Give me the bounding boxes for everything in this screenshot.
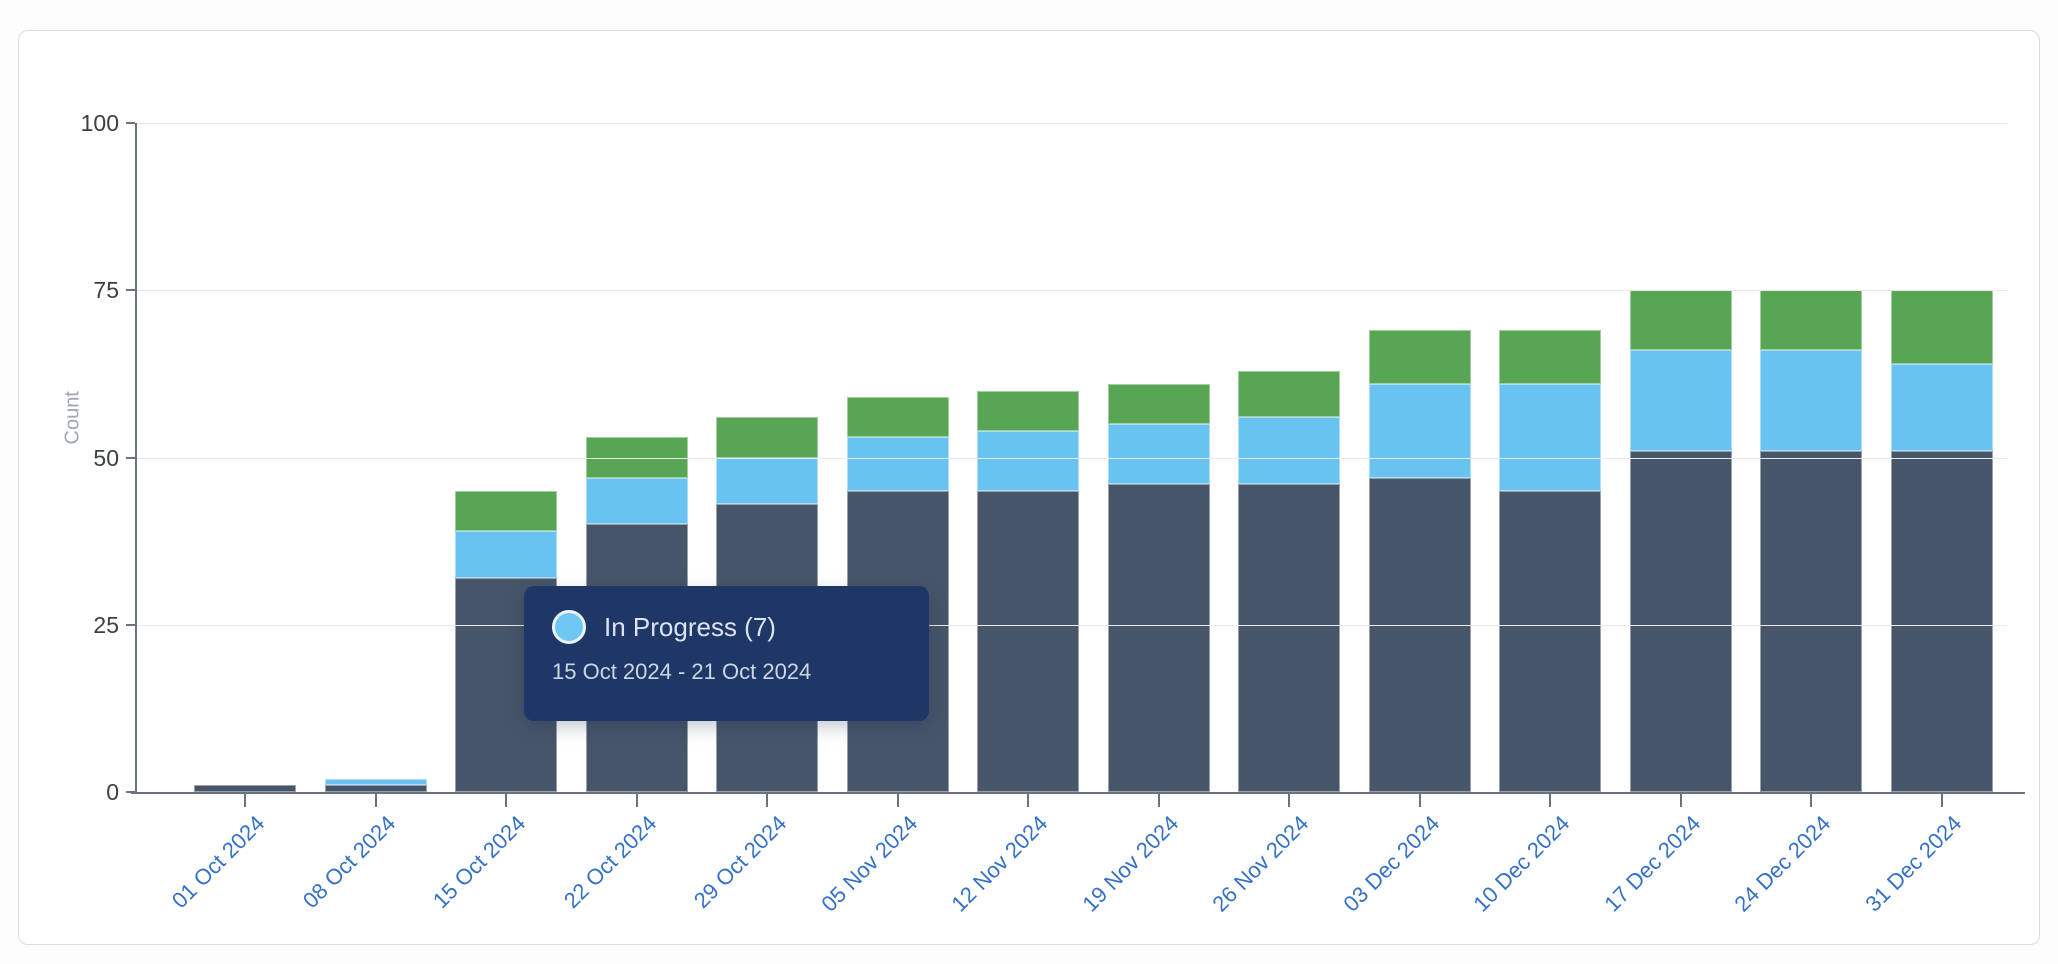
x-axis-line xyxy=(131,792,2025,794)
bar-31-dec-2024[interactable] xyxy=(1890,290,1993,792)
x-tick-0 xyxy=(244,794,246,807)
tooltip-title: In Progress (7) xyxy=(604,611,776,642)
x-tick-label-0: 01 Oct 2024 xyxy=(166,810,270,914)
bar-segment-top-green[interactable] xyxy=(846,397,949,438)
bar-segment-middle-blue[interactable] xyxy=(846,437,949,491)
bar-segment-bottom-navy[interactable] xyxy=(1629,450,1732,792)
bar-segment-middle-blue[interactable] xyxy=(1499,383,1601,491)
bar-08-oct-2024[interactable] xyxy=(324,778,427,792)
series-marker-icon xyxy=(552,610,586,644)
bar-segment-bottom-navy[interactable] xyxy=(1107,484,1210,792)
bar-segment-bottom-navy[interactable] xyxy=(1760,450,1862,792)
bar-segment-bottom-navy[interactable] xyxy=(1238,484,1340,792)
bar-segment-top-green[interactable] xyxy=(1238,370,1340,418)
y-tick-0 xyxy=(126,791,135,793)
y-tick-label-100: 100 xyxy=(80,110,119,136)
x-tick-10 xyxy=(1549,794,1551,807)
y-tick-75 xyxy=(126,289,135,292)
bar-01-oct-2024[interactable] xyxy=(194,785,296,792)
bar-segment-bottom-navy[interactable] xyxy=(1499,490,1601,792)
y-axis-line xyxy=(135,123,137,794)
bar-segment-middle-blue[interactable] xyxy=(716,457,818,505)
bar-segment-bottom-navy[interactable] xyxy=(324,785,427,792)
bar-segment-middle-blue[interactable] xyxy=(1760,350,1862,451)
bar-segment-bottom-navy[interactable] xyxy=(1368,477,1471,792)
x-tick-9 xyxy=(1418,794,1421,807)
chart-card: 31 Dec 2024 24 Dec 2024 17 Dec 2024 10 Dec … xyxy=(18,30,2040,945)
bar-segment-top-green[interactable] xyxy=(1760,290,1862,351)
bar-segment-middle-blue[interactable] xyxy=(1107,424,1210,485)
tooltip-date-range: 15 Oct 2024 - 21 Oct 2024 xyxy=(552,659,812,684)
bar-segment-top-green[interactable] xyxy=(1107,383,1210,425)
x-tick-12 xyxy=(1810,794,1812,807)
x-tick-1 xyxy=(374,794,377,807)
bar-segment-bottom-navy[interactable] xyxy=(194,785,296,792)
x-tick-13 xyxy=(1940,794,1943,807)
bar-segment-middle-blue[interactable] xyxy=(1238,417,1340,485)
bar-segment-top-green[interactable] xyxy=(716,417,818,458)
bar-segment-middle-blue[interactable] xyxy=(324,778,427,786)
x-tick-6 xyxy=(1027,794,1029,807)
x-tick-4 xyxy=(766,794,768,807)
tooltip-header: In Progress (7) xyxy=(552,610,901,644)
bar-segment-top-green[interactable] xyxy=(977,390,1079,431)
bar-10-dec-2024[interactable] xyxy=(1499,330,1601,792)
bar-segment-middle-blue[interactable] xyxy=(455,531,557,578)
gridline-75 xyxy=(137,290,2007,292)
bar-26-nov-2024[interactable] xyxy=(1238,370,1340,792)
x-tick-11 xyxy=(1679,794,1682,807)
bar-segment-middle-blue[interactable] xyxy=(977,430,1079,491)
bar-segment-bottom-navy[interactable] xyxy=(977,490,1079,792)
bar-24-dec-2024[interactable] xyxy=(1760,290,1862,792)
bar-segment-top-green[interactable] xyxy=(455,490,557,532)
plot-area: 31 Dec 2024 24 Dec 2024 17 Dec 2024 10 Dec … xyxy=(19,31,2039,944)
bar-03-dec-2024[interactable] xyxy=(1368,330,1471,792)
y-axis-title: Count xyxy=(61,391,84,445)
gridline-50 xyxy=(137,457,2007,459)
bar-segment-middle-blue[interactable] xyxy=(1368,383,1471,478)
bar-05-nov-2024[interactable] xyxy=(846,397,949,792)
y-tick-label-75: 75 xyxy=(93,277,119,304)
bar-segment-middle-blue[interactable] xyxy=(1629,350,1732,451)
bar-segment-top-green[interactable] xyxy=(1368,330,1471,384)
y-tick-100 xyxy=(126,122,135,124)
x-tick-5 xyxy=(896,794,899,807)
x-tick-2 xyxy=(505,794,507,807)
bar-segment-bottom-navy[interactable] xyxy=(1890,450,1993,792)
bar-segment-middle-blue[interactable] xyxy=(585,477,688,525)
gridline-25 xyxy=(137,624,2007,626)
y-tick-25 xyxy=(126,623,135,626)
bar-segment-top-green[interactable] xyxy=(1499,330,1601,384)
x-tick-7 xyxy=(1157,794,1160,807)
bar-segment-top-green[interactable] xyxy=(1890,290,1993,364)
hover-tooltip: In Progress (7) 15 Oct 2024 - 21 Oct 202… xyxy=(524,586,929,721)
x-tick-3 xyxy=(635,794,638,807)
y-tick-label-50: 50 xyxy=(93,444,119,471)
gridline-100 xyxy=(137,123,2007,124)
y-tick-label-0: 0 xyxy=(106,779,119,805)
y-tick-50 xyxy=(126,456,135,459)
x-tick-8 xyxy=(1288,794,1290,807)
bar-19-nov-2024[interactable] xyxy=(1107,383,1210,792)
y-tick-label-25: 25 xyxy=(93,611,119,638)
bar-segment-top-green[interactable] xyxy=(1629,290,1732,351)
bar-segment-middle-blue[interactable] xyxy=(1890,363,1993,451)
bar-12-nov-2024[interactable] xyxy=(977,390,1079,792)
bar-17-dec-2024[interactable] xyxy=(1629,290,1732,792)
